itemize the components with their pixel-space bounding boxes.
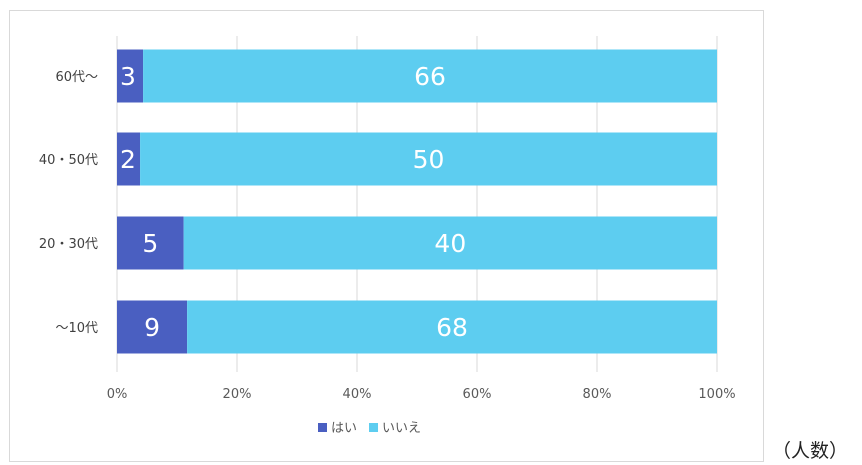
y-category-label: ～10代 — [55, 321, 98, 336]
legend-label: いいえ — [382, 421, 421, 436]
data-label: 3 — [120, 62, 136, 91]
bar-segment — [117, 132, 141, 186]
data-label: 50 — [413, 145, 445, 174]
data-label: 2 — [120, 145, 136, 174]
bar-segment — [117, 49, 144, 103]
x-tick-label: 0% — [107, 387, 128, 402]
bar-segment — [117, 300, 188, 354]
x-tick-label: 40% — [343, 387, 372, 402]
y-category-label: 40・50代 — [39, 153, 98, 168]
x-tick-label: 20% — [223, 387, 252, 402]
legend-label: はい — [331, 421, 357, 436]
bar-segment — [187, 300, 717, 354]
data-label: 9 — [144, 313, 160, 342]
unit-note: （人数） — [772, 440, 849, 462]
bar-segment — [140, 132, 718, 186]
bar-segment — [143, 49, 717, 103]
x-tick-label: 60% — [463, 387, 492, 402]
y-category-label: 60代～ — [55, 70, 98, 85]
legend-swatch — [318, 423, 327, 432]
data-label: 5 — [142, 229, 158, 258]
bar-segment — [117, 216, 184, 270]
legend-swatch — [369, 423, 379, 432]
data-label: 68 — [436, 313, 468, 342]
data-label: 40 — [434, 229, 466, 258]
bar-segment — [183, 216, 717, 270]
y-category-label: 20・30代 — [39, 237, 98, 252]
data-label: 66 — [414, 62, 446, 91]
x-tick-label: 80% — [583, 387, 612, 402]
x-tick-label: 100% — [698, 387, 735, 402]
